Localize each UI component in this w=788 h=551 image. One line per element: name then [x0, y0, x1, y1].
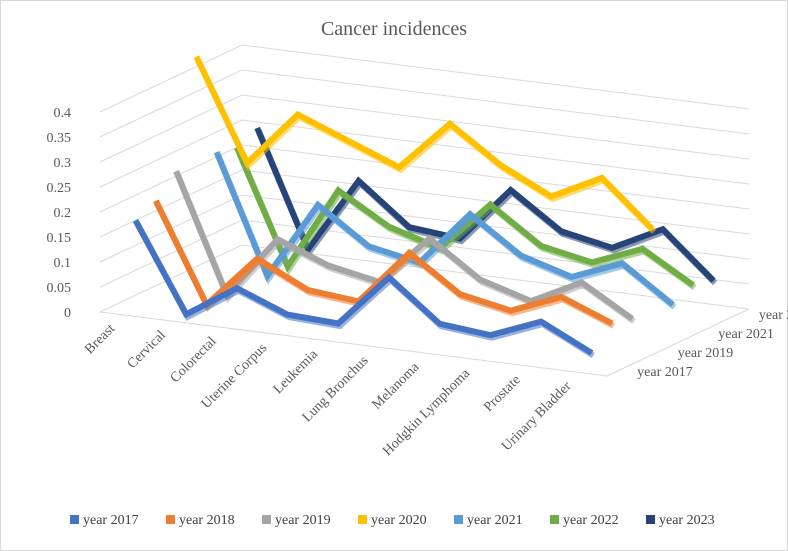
category-axis-line — [99, 311, 608, 377]
series-line — [153, 199, 614, 327]
y-tick-label: 0.35 — [47, 131, 72, 146]
legend-swatch — [646, 515, 655, 524]
depth-axis-ticks: year 2017 year 2019 year 2021 year 2023 — [637, 308, 788, 380]
gridlines — [99, 44, 750, 377]
legend-label: year 2021 — [467, 513, 523, 528]
y-tick-label: 0.2 — [54, 206, 72, 221]
y-tick-label: 0.4 — [54, 106, 72, 121]
gridline — [99, 69, 750, 138]
gridline — [99, 119, 750, 188]
y-tick-label: 0 — [64, 306, 71, 321]
series-line — [213, 150, 675, 308]
gridline — [99, 94, 750, 163]
legend-label: year 2018 — [179, 513, 235, 528]
depth-tick-label: year 2017 — [637, 365, 693, 380]
gridline — [99, 44, 750, 113]
y-tick-label: 0.25 — [47, 181, 72, 196]
y-tick-label: 0.15 — [47, 231, 72, 246]
depth-tick-label: year 2019 — [678, 346, 734, 361]
depth-tick-label: year 2021 — [718, 327, 774, 342]
legend-swatch — [262, 515, 271, 524]
y-tick-label: 0.3 — [54, 156, 72, 171]
series-lines — [132, 55, 718, 359]
category-tick-label: Colorectal — [168, 334, 220, 386]
category-tick-label: Prostate — [481, 373, 524, 416]
gridline — [99, 144, 750, 213]
legend: year 2017 year 2018 year 2019 year 2020 year… — [70, 513, 715, 528]
category-tick-label: Melanoma — [369, 359, 422, 412]
legend-label: year 2019 — [275, 513, 331, 528]
series-line — [193, 55, 655, 232]
category-tick-label: Cervical — [125, 328, 169, 372]
legend-swatch — [166, 515, 175, 524]
legend-swatch — [70, 515, 79, 524]
legend-label: year 2017 — [83, 513, 139, 528]
gridline — [99, 169, 750, 238]
legend-label: year 2020 — [371, 513, 427, 528]
series-line — [132, 218, 594, 356]
category-tick-label: Leukemia — [271, 346, 322, 397]
y-axis-ticks: 0 0.05 0.1 0.15 0.2 0.25 0.3 0.35 0.4 — [47, 106, 72, 321]
legend-label: year 2023 — [659, 513, 715, 528]
legend-swatch — [358, 515, 367, 524]
depth-axis-line — [606, 308, 750, 377]
category-tick-label: Breast — [82, 321, 118, 357]
legend-swatch — [454, 515, 463, 524]
y-tick-label: 0.05 — [47, 281, 72, 296]
chart-title: Cancer incidences — [321, 18, 467, 40]
legend-label: year 2022 — [563, 513, 619, 528]
depth-tick-label: year 2023 — [759, 308, 788, 323]
y-tick-label: 0.1 — [54, 256, 72, 271]
legend-swatch — [550, 515, 559, 524]
